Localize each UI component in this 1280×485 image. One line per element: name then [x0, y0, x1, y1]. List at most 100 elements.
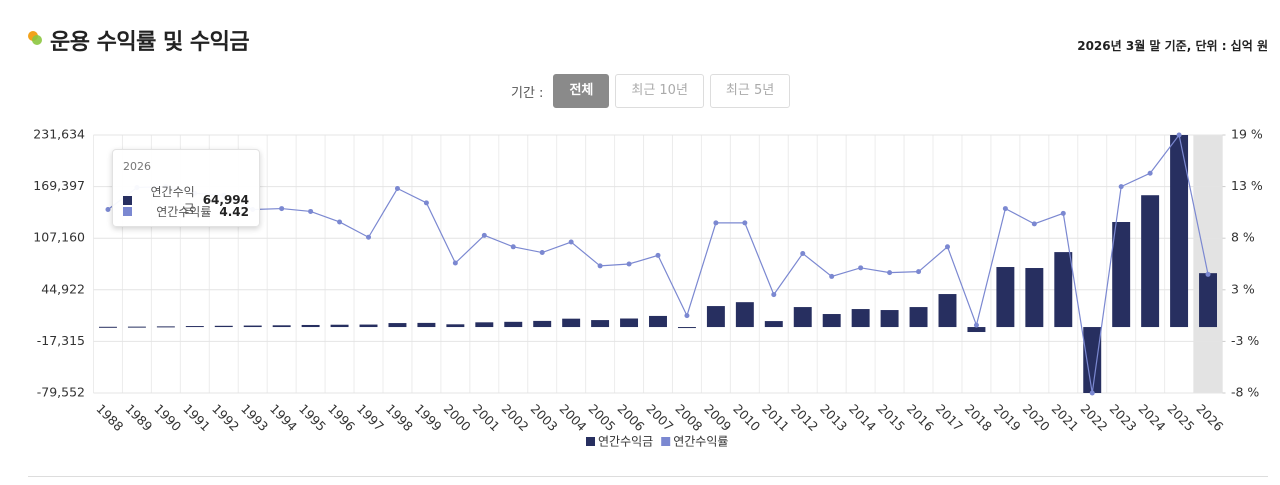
x-tick-label: 2008 — [672, 401, 705, 434]
tooltip-name: 연간수익금 — [150, 185, 195, 216]
line-point — [742, 220, 748, 226]
bar — [996, 267, 1015, 328]
x-tick-label: 1990 — [151, 401, 184, 434]
line-point — [394, 186, 400, 192]
legend-swatch — [586, 437, 595, 446]
bar — [620, 318, 639, 328]
x-tick-label: 2007 — [643, 401, 676, 434]
bar — [851, 309, 870, 328]
x-tick-label: 2021 — [1049, 401, 1082, 434]
bar — [99, 326, 117, 328]
x-tick-label: 1997 — [354, 401, 387, 434]
line-point — [539, 250, 545, 256]
bar — [967, 327, 986, 333]
period-button[interactable]: 전체 — [553, 74, 610, 108]
line-point — [481, 232, 487, 238]
bar — [301, 324, 320, 328]
y-tick-label: -79,552 — [37, 385, 85, 400]
bar — [764, 321, 783, 328]
bar — [272, 325, 291, 328]
bar — [938, 294, 957, 328]
y-tick-label: 107,160 — [33, 230, 85, 245]
x-tick-label: 2006 — [614, 401, 647, 434]
x-tick-label: 2019 — [991, 401, 1024, 434]
bar — [243, 325, 262, 328]
line-point — [916, 269, 922, 275]
tooltip-row: 연간수익률 4.42 — [123, 203, 249, 220]
x-tick-label: 1988 — [93, 401, 126, 434]
line-point — [1147, 170, 1153, 176]
x-tick-label: 2014 — [846, 401, 879, 434]
period-button[interactable]: 최근 10년 — [615, 74, 704, 108]
y2-tick-label: 8 % — [1231, 230, 1255, 245]
y-tick-label: 231,634 — [33, 127, 85, 142]
x-tick-label: 2018 — [962, 401, 995, 434]
line-point — [626, 261, 632, 267]
bar — [446, 324, 465, 328]
bar — [1199, 273, 1217, 328]
x-tick-label: 2005 — [586, 401, 619, 434]
line-point — [597, 263, 603, 269]
line-point — [1176, 132, 1182, 138]
x-tick-label: 1999 — [412, 401, 445, 434]
bar — [1025, 268, 1044, 328]
x-tick-label: 2025 — [1164, 401, 1197, 434]
line-point — [423, 200, 429, 206]
legend-label: 연간수익금 — [598, 435, 653, 449]
line — [107, 133, 1209, 394]
x-tick-label: 1998 — [383, 401, 416, 434]
period-label: 기간 : — [511, 85, 544, 101]
bar — [1054, 252, 1073, 328]
line-point — [1060, 210, 1066, 216]
hover-band — [1193, 135, 1223, 393]
bar — [562, 318, 581, 328]
line-point — [308, 208, 314, 214]
x-tick-label: 2011 — [759, 401, 792, 434]
line-point — [684, 313, 690, 319]
tooltip-swatch — [123, 195, 132, 205]
x-tick-label: 1995 — [296, 401, 329, 434]
bar — [880, 310, 899, 328]
bar — [504, 321, 523, 328]
tooltip-name: 연간수익률 — [156, 205, 212, 219]
legend-swatch — [661, 437, 671, 446]
x-tick-label: 2023 — [1107, 401, 1140, 434]
y-tick-label: -17,315 — [37, 333, 85, 348]
line-point — [279, 206, 285, 212]
bar — [706, 306, 725, 328]
x-tick-label: 2010 — [730, 401, 763, 434]
line-point — [973, 322, 979, 328]
bar — [822, 314, 841, 328]
y-tick-label: 169,397 — [33, 178, 85, 193]
line-point — [510, 244, 516, 250]
line-point — [1002, 206, 1008, 212]
tooltip-swatch — [123, 207, 132, 216]
bar — [735, 302, 754, 328]
x-tick-label: 2016 — [904, 401, 937, 434]
bar — [359, 324, 378, 328]
bar — [156, 326, 175, 328]
line-point — [944, 244, 950, 250]
x-tick-label: 1994 — [267, 401, 300, 434]
x-tick-label: 2004 — [557, 401, 590, 434]
tooltip: 2026 연간수익금 64,994 연간수익률 4.42 — [112, 149, 260, 227]
bar — [909, 307, 928, 328]
page-title: 운용 수익률 및 수익금 — [50, 30, 250, 55]
bar — [1112, 221, 1131, 328]
y2-tick-label: 3 % — [1231, 281, 1255, 296]
bar — [417, 322, 436, 328]
period-button[interactable]: 최근 5년 — [709, 74, 791, 108]
line-point — [887, 270, 893, 276]
x-tick-label: 2022 — [1078, 401, 1111, 434]
bar — [1083, 327, 1102, 393]
x-tick-label: 2015 — [875, 401, 908, 434]
bar — [1141, 195, 1160, 328]
line-point — [858, 265, 864, 271]
divider — [28, 476, 1268, 477]
bar — [677, 327, 696, 329]
x-tick-label: 1993 — [238, 401, 271, 434]
y-tick-label: 44,922 — [41, 281, 85, 296]
line-point — [568, 239, 574, 245]
y2-tick-label: 19 % — [1231, 127, 1263, 142]
